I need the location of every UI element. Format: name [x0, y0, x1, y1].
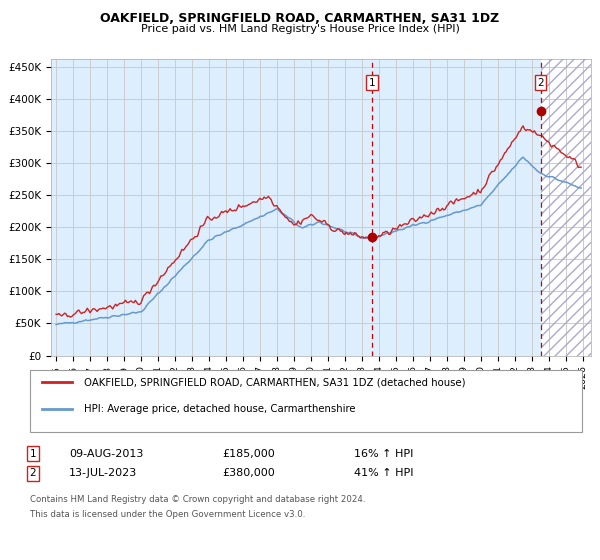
Text: This data is licensed under the Open Government Licence v3.0.: This data is licensed under the Open Gov…: [30, 510, 305, 519]
Bar: [47, 59, 541, 356]
Text: OAKFIELD, SPRINGFIELD ROAD, CARMARTHEN, SA31 1DZ (detached house): OAKFIELD, SPRINGFIELD ROAD, CARMARTHEN, …: [84, 377, 466, 388]
Bar: [541, 59, 591, 356]
Text: 41% ↑ HPI: 41% ↑ HPI: [354, 468, 413, 478]
Text: 1: 1: [29, 449, 37, 459]
Text: 2: 2: [537, 78, 544, 87]
Text: 16% ↑ HPI: 16% ↑ HPI: [354, 449, 413, 459]
Text: £380,000: £380,000: [222, 468, 275, 478]
Text: 13-JUL-2023: 13-JUL-2023: [69, 468, 137, 478]
Bar: [541, 59, 591, 356]
Text: Price paid vs. HM Land Registry's House Price Index (HPI): Price paid vs. HM Land Registry's House …: [140, 24, 460, 34]
Text: £185,000: £185,000: [222, 449, 275, 459]
Text: HPI: Average price, detached house, Carmarthenshire: HPI: Average price, detached house, Carm…: [84, 404, 355, 414]
Text: 2: 2: [29, 468, 37, 478]
Text: OAKFIELD, SPRINGFIELD ROAD, CARMARTHEN, SA31 1DZ: OAKFIELD, SPRINGFIELD ROAD, CARMARTHEN, …: [100, 12, 500, 25]
Text: 1: 1: [368, 78, 375, 87]
Text: Contains HM Land Registry data © Crown copyright and database right 2024.: Contains HM Land Registry data © Crown c…: [30, 495, 365, 504]
Text: 09-AUG-2013: 09-AUG-2013: [69, 449, 143, 459]
